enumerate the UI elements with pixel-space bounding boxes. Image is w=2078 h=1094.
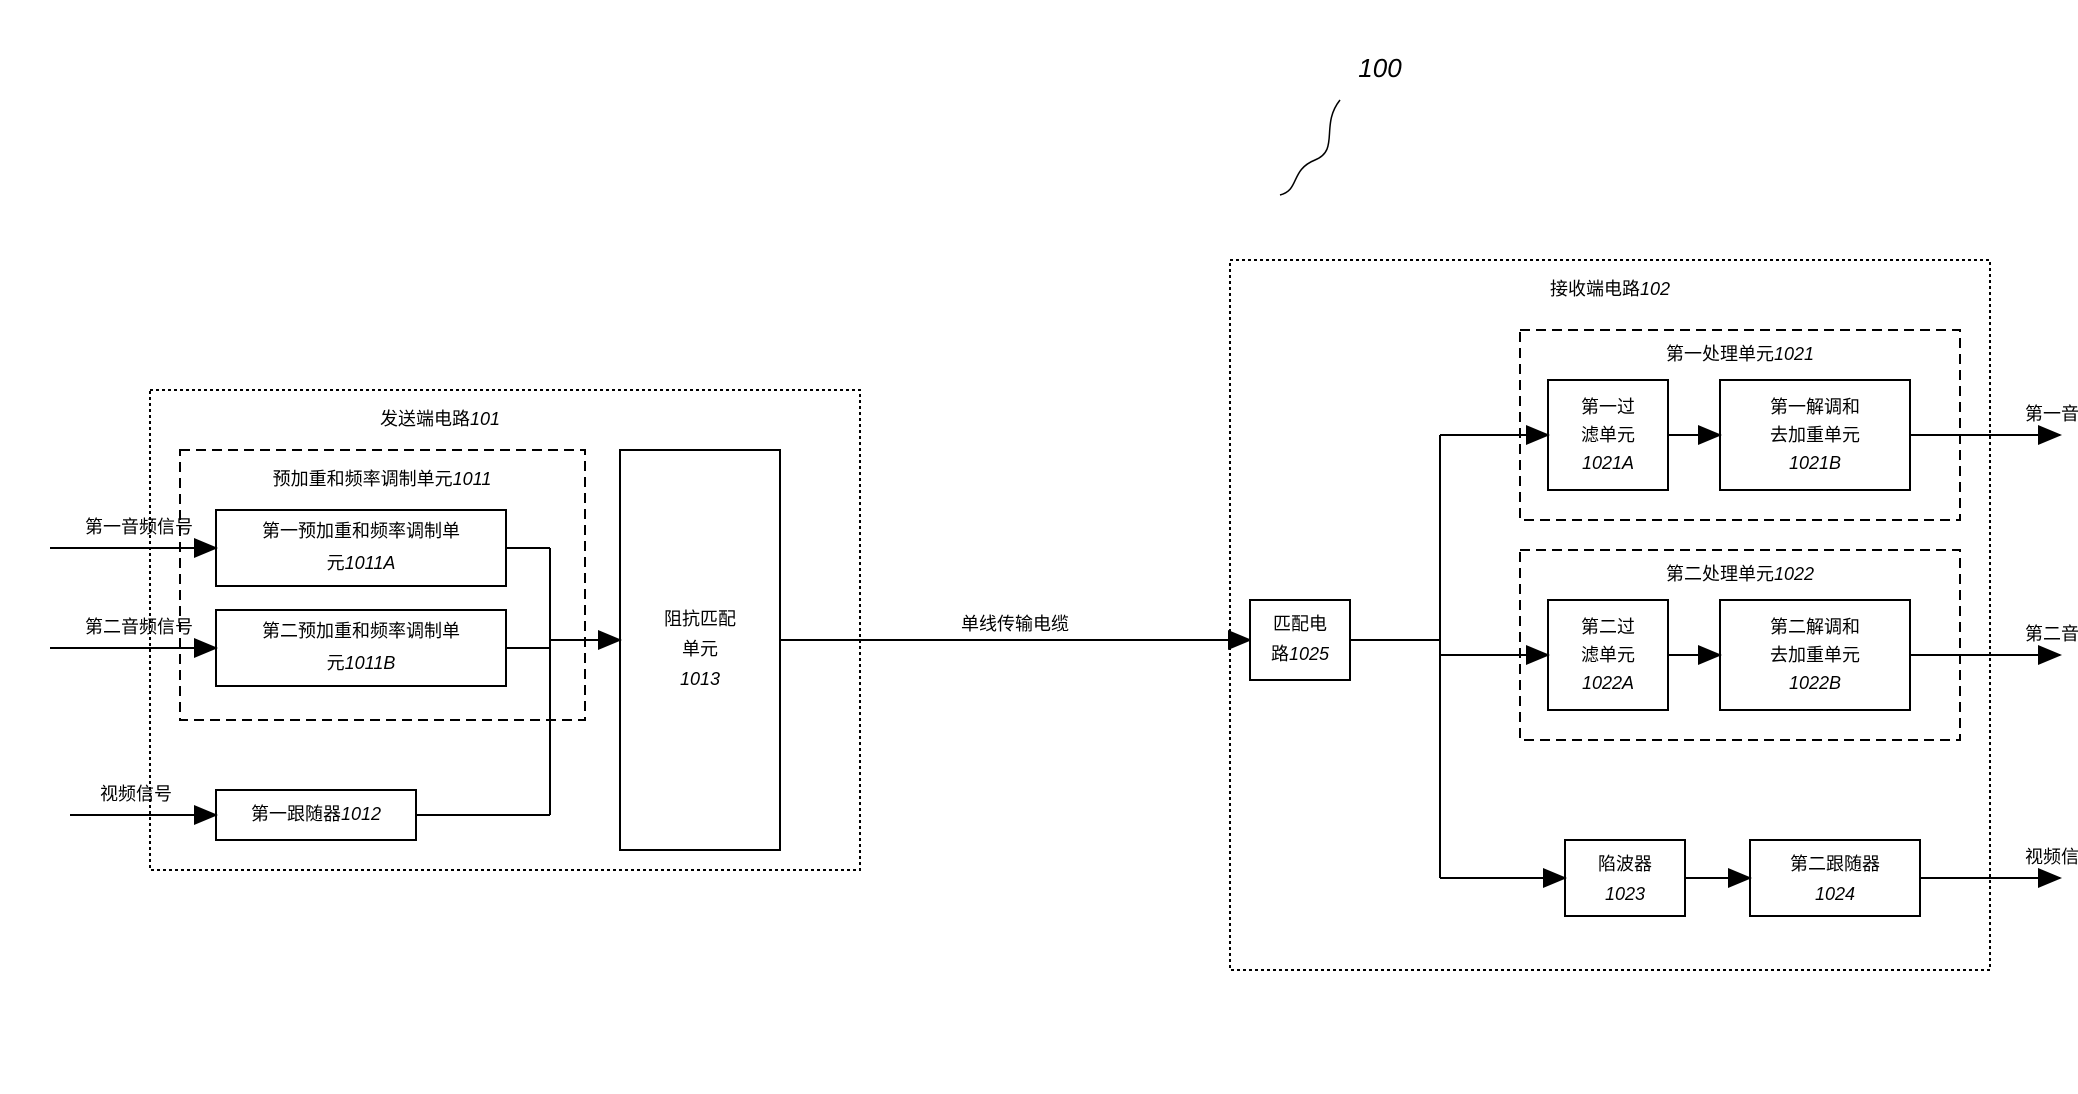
output-audio1-label: 第一音频信号 [2025, 404, 2078, 424]
rx-title: 接收端电路102 [1550, 279, 1670, 299]
rx-p2-demod-l2: 去加重单元 [1770, 645, 1860, 665]
tx-unit-a-label: 第一预加重和频率调制单 [262, 521, 460, 541]
rx-notch [1565, 840, 1685, 916]
rx-p1-demod-l1: 第一解调和 [1770, 397, 1860, 417]
rx-follower-label: 第二跟随器 [1790, 854, 1880, 874]
squiggle [1280, 100, 1340, 195]
rx-follower [1750, 840, 1920, 916]
rx-p2-demod-l1: 第二解调和 [1770, 617, 1860, 637]
rx-p1-filter-id: 1021A [1582, 453, 1634, 473]
rx-p1-filter-l1: 第一过 [1581, 397, 1635, 417]
tx-unit-a-label2: 元1011A [327, 553, 396, 573]
rx-p2-demod-id: 1022B [1789, 673, 1841, 693]
cable-label: 单线传输电缆 [961, 614, 1069, 634]
rx-p2-filter-id: 1022A [1582, 673, 1634, 693]
diagram-canvas: 100 发送端电路101 预加重和频率调制单元1011 第一预加重和频率调制单 … [20, 20, 2078, 1074]
tx-impedance-l2: 单元 [682, 639, 718, 659]
rx-p2-filter-l1: 第二过 [1581, 617, 1635, 637]
input-audio2-label: 第二音频信号 [85, 617, 193, 637]
tx-unit-b-label: 第二预加重和频率调制单 [262, 621, 460, 641]
rx-notch-label: 陷波器 [1598, 854, 1652, 874]
rx-p1-demod-id: 1021B [1789, 453, 1841, 473]
tx-unit-b-label2: 元1011B [327, 653, 396, 673]
rx-proc2-title: 第二处理单元1022 [1666, 564, 1814, 584]
output-video-label: 视频信号 [2025, 847, 2078, 867]
tx-impedance-id: 1013 [680, 669, 720, 689]
rx-p1-demod-l2: 去加重单元 [1770, 425, 1860, 445]
rx-proc1-title: 第一处理单元1021 [1666, 344, 1814, 364]
tx-title: 发送端电路101 [380, 409, 500, 429]
rx-follower-id: 1024 [1815, 884, 1855, 904]
tx-follower-label: 第一跟随器1012 [251, 804, 381, 824]
rx-notch-id: 1023 [1605, 884, 1645, 904]
rx-match-l1: 匹配电 [1273, 614, 1327, 634]
rx-p2-filter-l2: 滤单元 [1581, 645, 1635, 665]
rx-match [1250, 600, 1350, 680]
rx-match-l2: 路1025 [1271, 644, 1330, 664]
input-video-label: 视频信号 [100, 784, 172, 804]
input-audio1-label: 第一音频信号 [85, 517, 193, 537]
diagram-id: 100 [1358, 53, 1402, 83]
tx-impedance-l1: 阻抗匹配 [664, 609, 736, 629]
output-audio2-label: 第二音频信号 [2025, 624, 2078, 644]
tx-preemphasis-title: 预加重和频率调制单元1011 [273, 469, 492, 489]
rx-p1-filter-l2: 滤单元 [1581, 425, 1635, 445]
